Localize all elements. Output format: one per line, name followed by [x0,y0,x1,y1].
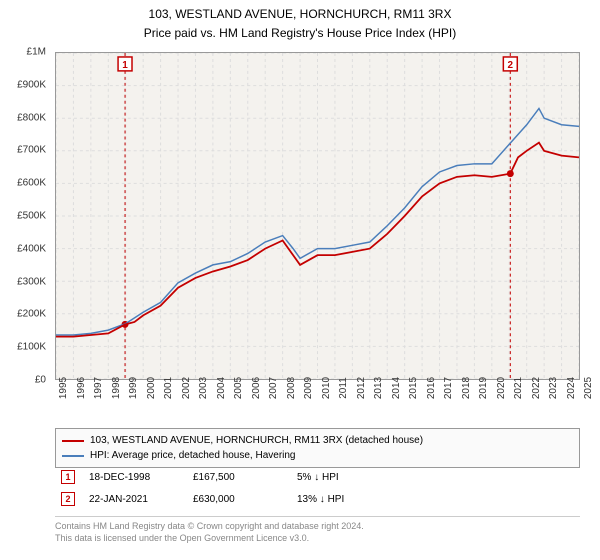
marker-row: 1 18-DEC-1998 £167,500 5% ↓ HPI [55,466,580,488]
marker-date: 18-DEC-1998 [89,472,179,483]
x-tick-label: 1999 [128,377,139,399]
x-tick-label: 2016 [426,377,437,399]
y-tick-label: £300K [17,276,46,287]
marker-pct: 13% ↓ HPI [297,494,387,505]
y-tick-label: £900K [17,79,46,90]
legend-label: HPI: Average price, detached house, Have… [90,448,296,463]
x-tick-label: 2021 [513,377,524,399]
y-tick-label: £500K [17,211,46,222]
title-line2: Price paid vs. HM Land Registry's House … [0,25,600,42]
x-tick-label: 2023 [548,377,559,399]
footer-line1: Contains HM Land Registry data © Crown c… [55,521,580,533]
x-axis: 1995199619971998199920002001200220032004… [55,384,580,424]
x-tick-label: 2018 [461,377,472,399]
x-tick-label: 2008 [286,377,297,399]
y-tick-label: £800K [17,112,46,123]
legend-row: 103, WESTLAND AVENUE, HORNCHURCH, RM11 3… [62,433,573,448]
x-tick-label: 2013 [373,377,384,399]
x-tick-label: 2003 [198,377,209,399]
legend-row: HPI: Average price, detached house, Have… [62,448,573,463]
marker-table: 1 18-DEC-1998 £167,500 5% ↓ HPI 2 22-JAN-2021… [55,466,580,510]
x-tick-label: 2012 [356,377,367,399]
marker-price: £630,000 [193,494,283,505]
x-tick-label: 2009 [303,377,314,399]
y-tick-label: £400K [17,243,46,254]
x-tick-label: 2000 [146,377,157,399]
x-tick-label: 2006 [251,377,262,399]
footer: Contains HM Land Registry data © Crown c… [55,516,580,544]
svg-text:1: 1 [122,60,128,71]
x-tick-label: 1995 [58,377,69,399]
x-tick-label: 2001 [163,377,174,399]
svg-text:2: 2 [508,60,514,71]
x-tick-label: 1998 [111,377,122,399]
x-tick-label: 2019 [478,377,489,399]
x-tick-label: 2014 [391,377,402,399]
legend-label: 103, WESTLAND AVENUE, HORNCHURCH, RM11 3… [90,433,423,448]
x-tick-label: 2004 [216,377,227,399]
marker-pct: 5% ↓ HPI [297,472,387,483]
marker-number-box: 1 [61,470,75,484]
x-tick-label: 2017 [443,377,454,399]
x-tick-label: 2022 [531,377,542,399]
legend-swatch [62,455,84,457]
x-tick-label: 1997 [93,377,104,399]
y-tick-label: £100K [17,342,46,353]
y-tick-label: £0 [35,375,46,386]
marker-date: 22-JAN-2021 [89,494,179,505]
x-tick-label: 2002 [181,377,192,399]
marker-row: 2 22-JAN-2021 £630,000 13% ↓ HPI [55,488,580,510]
x-tick-label: 2007 [268,377,279,399]
y-tick-label: £1M [27,47,46,58]
chart-plot-area: 12 [55,52,580,380]
chart-svg: 12 [56,53,579,379]
title-block: 103, WESTLAND AVENUE, HORNCHURCH, RM11 3… [0,0,600,42]
marker-number-box: 2 [61,492,75,506]
x-tick-label: 2020 [496,377,507,399]
x-tick-label: 2024 [566,377,577,399]
chart-container: 103, WESTLAND AVENUE, HORNCHURCH, RM11 3… [0,0,600,560]
x-tick-label: 1996 [76,377,87,399]
legend: 103, WESTLAND AVENUE, HORNCHURCH, RM11 3… [55,428,580,468]
title-line1: 103, WESTLAND AVENUE, HORNCHURCH, RM11 3… [0,6,600,23]
y-tick-label: £700K [17,145,46,156]
x-tick-label: 2025 [583,377,594,399]
x-tick-label: 2005 [233,377,244,399]
y-tick-label: £600K [17,178,46,189]
marker-price: £167,500 [193,472,283,483]
y-tick-label: £200K [17,309,46,320]
x-tick-label: 2010 [321,377,332,399]
legend-swatch [62,440,84,442]
y-axis: £0£100K£200K£300K£400K£500K£600K£700K£80… [0,52,50,380]
x-tick-label: 2011 [338,377,349,399]
footer-line2: This data is licensed under the Open Gov… [55,533,580,545]
x-tick-label: 2015 [408,377,419,399]
